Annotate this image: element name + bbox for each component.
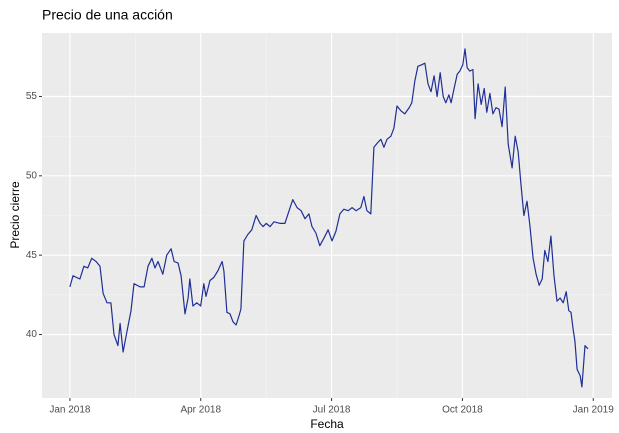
x-tick-label: Apr 2018 xyxy=(180,405,221,416)
x-tick-label: Oct 2018 xyxy=(442,405,483,416)
y-tick-label: 50 xyxy=(26,170,38,181)
y-axis-label: Precio cierre xyxy=(8,181,22,249)
x-tick-label: Jul 2018 xyxy=(313,405,351,416)
y-tick-label: 55 xyxy=(26,91,38,102)
x-axis-label: Fecha xyxy=(310,417,344,431)
line xyxy=(69,48,589,388)
x-tick-label: Jan 2018 xyxy=(49,405,91,416)
y-tick-label: 40 xyxy=(26,329,38,340)
x-tick-label: Jan 2019 xyxy=(573,405,615,416)
chart-title: Precio de una acción xyxy=(42,7,173,23)
y-tick-label: 45 xyxy=(26,250,38,261)
